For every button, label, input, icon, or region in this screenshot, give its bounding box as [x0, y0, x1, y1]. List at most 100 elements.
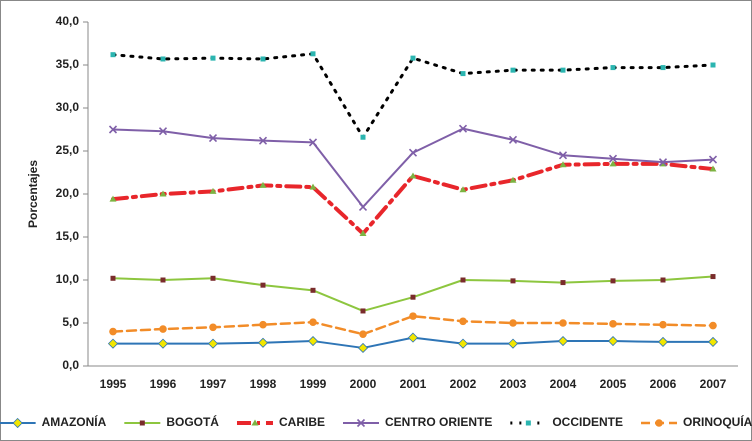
x-tick-label: 1996	[150, 377, 177, 391]
marker	[260, 282, 266, 288]
x-tick-label: 1999	[300, 377, 327, 391]
legend-item: OCCIDENTE	[510, 415, 623, 429]
marker	[557, 335, 569, 347]
x-tick-label: 2004	[550, 377, 577, 391]
y-tick-label: 40,0	[56, 14, 80, 28]
marker	[360, 308, 366, 314]
marker	[109, 195, 117, 202]
marker	[110, 275, 116, 281]
marker	[157, 338, 169, 349]
marker	[710, 274, 716, 280]
marker	[607, 335, 619, 347]
marker	[460, 71, 466, 77]
marker	[510, 67, 516, 73]
marker	[356, 418, 366, 428]
legend-label: ORINOQUÍA	[683, 414, 752, 429]
legend-item: BOGOTÁ	[124, 414, 219, 429]
legend-item: AMAZONÍA	[0, 414, 107, 429]
marker	[559, 161, 567, 168]
marker	[508, 135, 518, 144]
marker	[560, 280, 566, 286]
marker	[159, 325, 167, 333]
marker	[707, 336, 719, 347]
marker	[209, 187, 217, 194]
marker	[658, 158, 668, 167]
marker	[410, 294, 416, 300]
legend-label: AMAZONÍA	[42, 414, 107, 429]
legend-item: CARIBE	[236, 415, 325, 429]
marker	[160, 56, 166, 62]
y-tick-label: 5,0	[62, 315, 79, 329]
marker	[657, 336, 669, 347]
marker	[210, 275, 216, 281]
x-tick-label: 2007	[700, 377, 727, 391]
marker	[210, 55, 216, 61]
x-tick-label: 1998	[250, 377, 277, 391]
y-axis-label: Porcentajes	[26, 160, 40, 228]
marker	[655, 419, 663, 427]
marker	[160, 277, 166, 283]
marker	[708, 155, 718, 164]
y-tick-label: 15,0	[56, 229, 80, 243]
x-tick-label: 2001	[400, 377, 427, 391]
marker	[207, 338, 219, 349]
marker	[159, 190, 167, 197]
y-tick-label: 35,0	[56, 57, 80, 71]
marker	[610, 65, 616, 71]
marker	[310, 287, 316, 293]
legend-label: CENTRO ORIENTE	[385, 415, 492, 429]
legend-label: BOGOTÁ	[166, 414, 219, 429]
marker	[610, 278, 616, 284]
y-tick-label: 0,0	[62, 358, 79, 372]
marker	[709, 165, 717, 172]
marker	[257, 337, 269, 348]
marker	[660, 65, 666, 71]
marker	[208, 134, 218, 143]
marker	[560, 67, 566, 73]
marker	[260, 56, 266, 62]
legend-label: CARIBE	[279, 415, 325, 429]
x-tick-label: 2000	[350, 377, 377, 391]
marker	[310, 51, 316, 57]
marker	[609, 160, 617, 167]
marker	[309, 183, 317, 190]
marker	[309, 318, 317, 326]
marker	[359, 230, 367, 237]
marker	[525, 420, 531, 426]
marker	[259, 320, 267, 329]
x-tick-label: 2005	[600, 377, 627, 391]
marker	[109, 327, 117, 336]
marker	[359, 330, 367, 338]
marker	[409, 312, 417, 320]
x-tick-label: 2002	[450, 377, 477, 391]
y-tick-label: 20,0	[56, 186, 80, 200]
marker	[308, 138, 318, 147]
marker	[509, 176, 517, 183]
y-tick-label: 30,0	[56, 100, 80, 114]
marker	[507, 338, 519, 349]
marker	[209, 323, 217, 332]
marker	[408, 148, 418, 157]
marker	[307, 335, 319, 347]
legend-item: ORINOQUÍA	[641, 414, 752, 429]
marker	[558, 151, 568, 160]
marker	[409, 172, 417, 179]
legend-item: CENTRO ORIENTE	[343, 415, 492, 429]
marker	[158, 127, 168, 136]
y-tick-label: 25,0	[56, 143, 80, 157]
marker	[12, 417, 23, 429]
marker	[458, 124, 468, 133]
marker	[457, 338, 469, 349]
marker	[459, 186, 467, 193]
x-tick-label: 2003	[500, 377, 527, 391]
marker	[108, 125, 118, 134]
x-tick-label: 1995	[100, 377, 127, 391]
marker	[609, 320, 617, 328]
marker	[510, 278, 516, 284]
x-tick-label: 1997	[200, 377, 227, 391]
marker	[259, 181, 267, 188]
marker	[357, 342, 369, 354]
marker	[251, 419, 259, 426]
